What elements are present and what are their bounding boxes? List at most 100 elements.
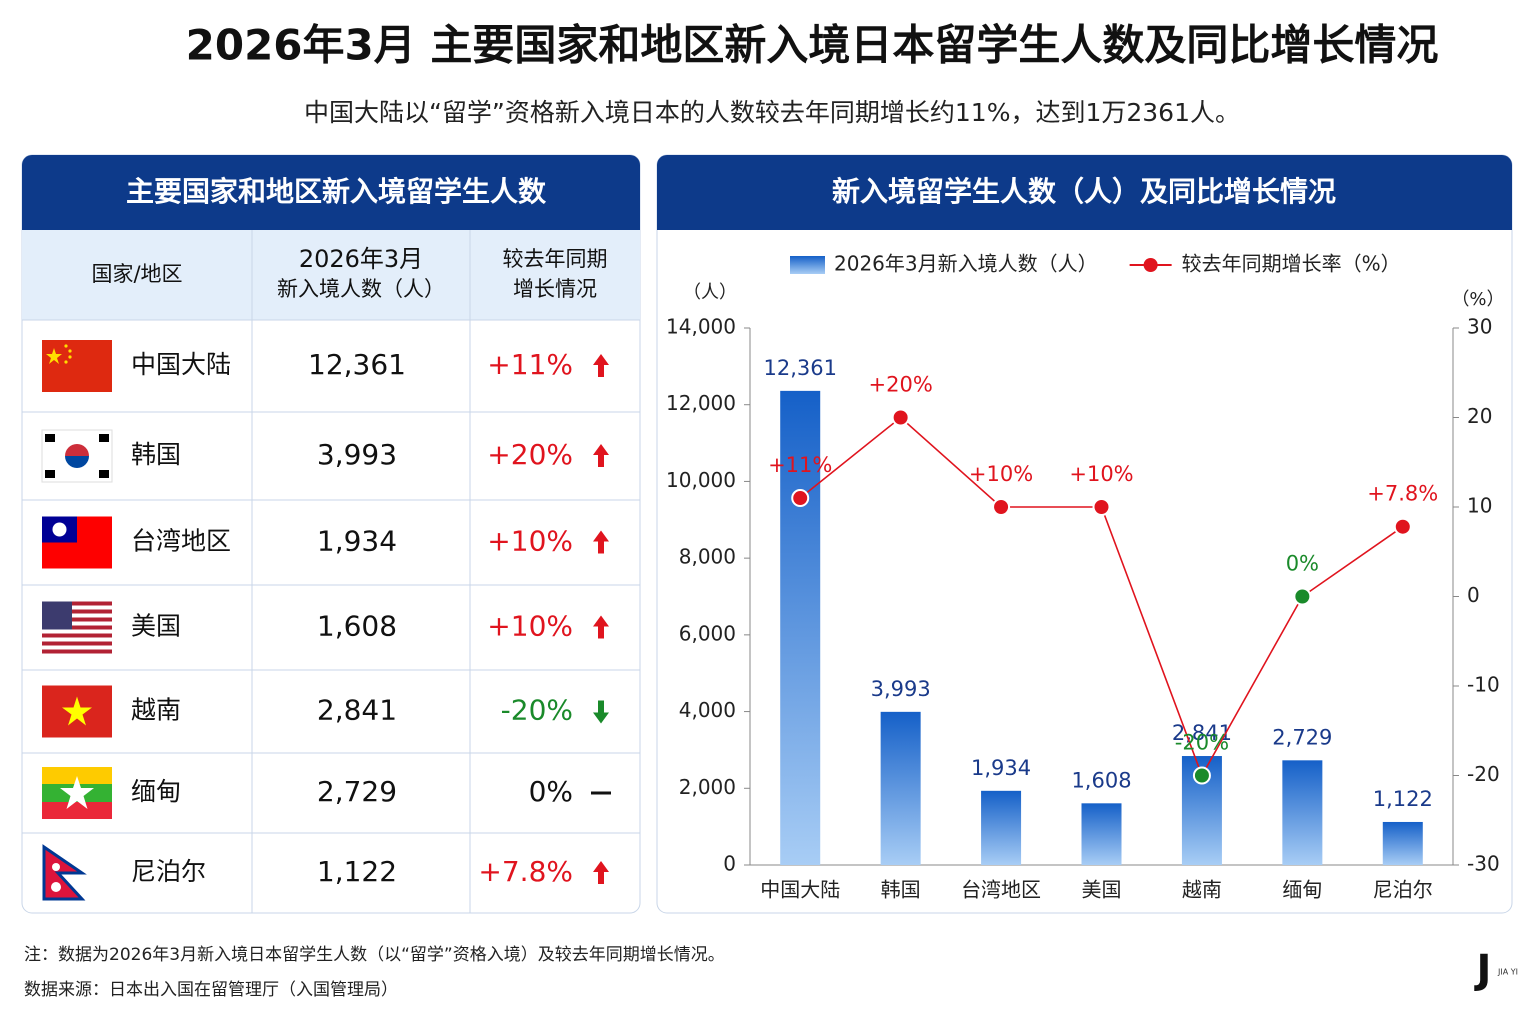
title: 2026年3月 主要国家和地区新入境日本留学生人数及同比增长情况: [186, 21, 1439, 70]
growth-value: +20%: [487, 438, 573, 471]
growth-value: +10%: [487, 610, 573, 643]
arrow-up: [593, 354, 609, 377]
logo: J: [1474, 947, 1492, 993]
flag-stripe: [42, 633, 112, 638]
flag: [42, 767, 112, 784]
bar-label: 1,608: [1071, 768, 1131, 792]
flag-trigram: [99, 434, 109, 442]
subtitle: 中国大陆以“留学”资格新入境日本的人数较去年同期增长约11%，达到1万2361人…: [304, 98, 1240, 127]
flag-stripe: [42, 613, 112, 618]
y2-tick-label: -10: [1467, 673, 1500, 697]
bar: [780, 390, 821, 865]
flag-stripe: [42, 641, 112, 646]
flag-stripe: [42, 645, 112, 650]
flag-stripe: [42, 601, 112, 606]
legend-swatch: [790, 256, 825, 274]
growth-value: -20%: [501, 694, 573, 727]
x-tick-label: 韩国: [881, 878, 921, 902]
flag-star: [64, 360, 68, 364]
flag-star: [60, 776, 94, 809]
chart-header-band: [657, 155, 1512, 230]
country-name: 尼泊尔: [131, 857, 206, 886]
flag-star: [46, 348, 62, 364]
y2-axis-label: （%）: [1451, 289, 1504, 310]
line-point: [1393, 517, 1412, 536]
flag-icon: [42, 601, 112, 654]
cell-value: 1,608: [317, 610, 397, 643]
point-label: +10%: [1069, 462, 1133, 486]
y-tick-label: 2,000: [679, 775, 736, 799]
y2-tick-label: -20: [1467, 762, 1500, 786]
flag-trigram: [45, 470, 55, 478]
flag-stripe: [42, 605, 112, 610]
growth-value: +7.8%: [478, 855, 573, 888]
flag-star: [62, 696, 92, 726]
flag-stripe: [42, 637, 112, 642]
x-tick-label: 越南: [1182, 878, 1222, 902]
y2-tick-label: -30: [1467, 852, 1500, 876]
y-tick-label: 0: [723, 852, 736, 876]
bar-label: 3,993: [871, 677, 931, 701]
country-name: 台湾地区: [131, 527, 231, 556]
point-label: +20%: [869, 373, 933, 397]
y-tick-label: 10,000: [666, 468, 736, 492]
y-tick-label: 12,000: [666, 391, 736, 415]
logo-sub: JIA YI: [1497, 968, 1518, 977]
bar: [981, 790, 1022, 865]
y-tick-label: 14,000: [666, 315, 736, 339]
flag-stripe: [42, 617, 112, 622]
bar-label: 1,122: [1373, 787, 1433, 811]
line-point: [1192, 766, 1211, 785]
flag-stripe: [42, 649, 112, 654]
y2-tick-label: 10: [1467, 494, 1492, 518]
flag-star: [68, 355, 72, 359]
flag-star: [68, 349, 72, 353]
flag-stripe: [42, 609, 112, 614]
growth-value: +11%: [487, 348, 573, 381]
chart-title: 新入境留学生人数（人）及同比增长情况: [832, 175, 1336, 208]
flag-canton: [42, 601, 72, 630]
point-label: +11%: [768, 453, 832, 477]
y-tick-label: 6,000: [679, 621, 736, 645]
bar: [1282, 760, 1323, 865]
flag: [42, 802, 112, 819]
y2-tick-label: 0: [1467, 583, 1480, 607]
flag-emblem: [65, 456, 89, 468]
y-tick-label: 4,000: [679, 698, 736, 722]
arrow-up: [593, 530, 609, 554]
column-header: 增长情况: [513, 277, 597, 301]
line-point: [891, 408, 910, 427]
flag-star: [64, 344, 68, 348]
country-name: 韩国: [131, 440, 181, 469]
arrow-up: [593, 861, 609, 884]
arrow-up: [593, 615, 609, 639]
point-label: +7.8%: [1367, 482, 1438, 506]
flag-icon: [41, 429, 113, 483]
flag-stripe: [42, 629, 112, 634]
flag-stripe: [42, 621, 112, 626]
bar-label: 2,729: [1272, 725, 1332, 749]
line-point: [1092, 498, 1111, 516]
y2-tick-label: 30: [1467, 315, 1492, 339]
source: 数据来源：日本出入国在留管理厅（入国管理局）: [24, 980, 398, 1000]
flag-icon: [42, 516, 112, 569]
country-name: 美国: [131, 612, 181, 641]
legend-label: 较去年同期增长率（%）: [1182, 252, 1401, 276]
line-point: [992, 498, 1011, 516]
x-tick-label: 台湾地区: [961, 878, 1041, 902]
y-tick-label: 8,000: [679, 545, 736, 569]
flag-icon: [42, 685, 112, 738]
growth-value: 0%: [529, 775, 573, 808]
x-tick-label: 中国大陆: [760, 878, 840, 902]
table-head-row: [22, 230, 640, 320]
x-tick-label: 缅甸: [1282, 878, 1322, 902]
cell-value: 1,122: [317, 855, 397, 888]
flag-icon: [42, 340, 112, 392]
flag-moon: [52, 863, 60, 871]
flag-stripe: [42, 625, 112, 630]
column-header: 较去年同期: [503, 247, 608, 271]
arrow-down: [593, 700, 609, 724]
cell-value: 12,361: [308, 348, 406, 381]
flag-emblem: [65, 444, 89, 456]
